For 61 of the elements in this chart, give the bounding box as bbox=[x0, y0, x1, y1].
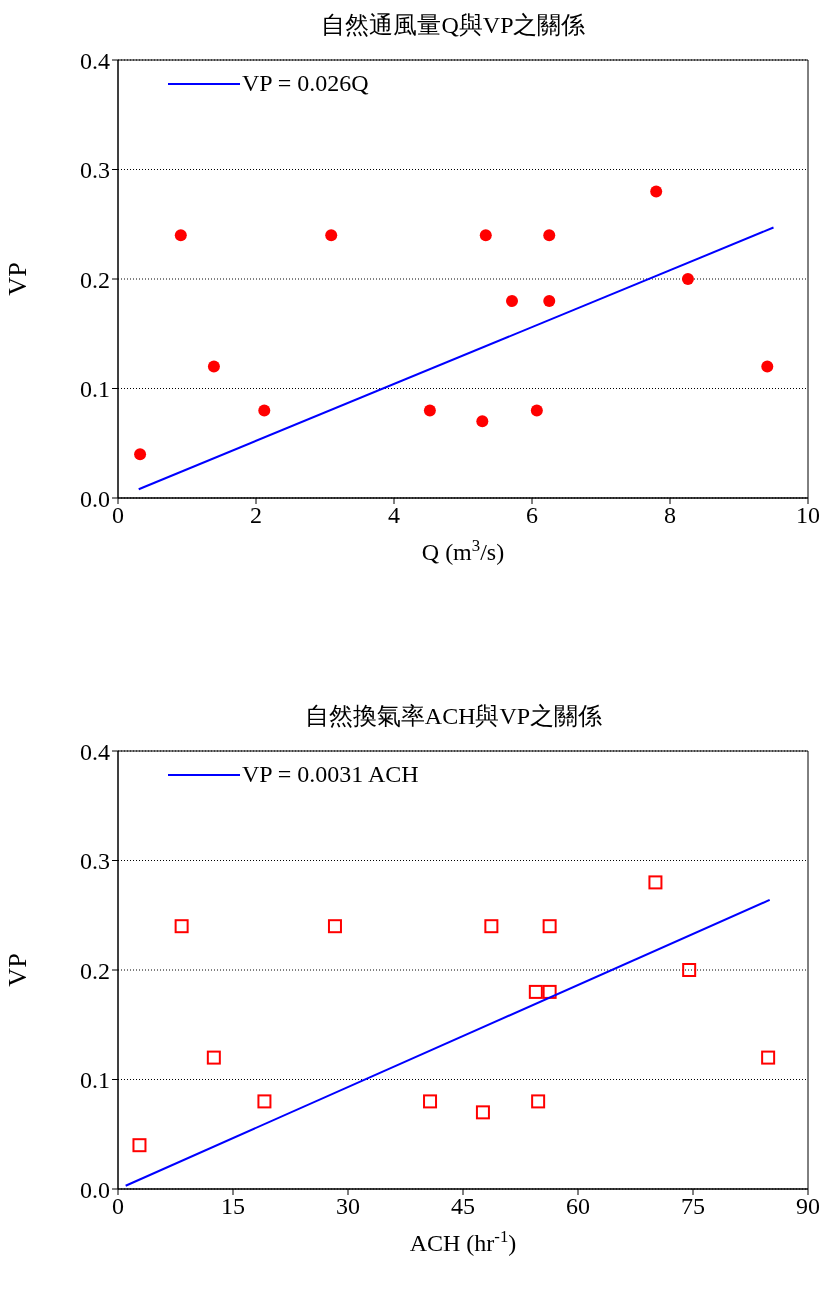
point bbox=[423, 404, 436, 417]
point bbox=[174, 229, 187, 242]
point bbox=[542, 919, 557, 934]
x-tick-label: 0 bbox=[112, 502, 124, 529]
point bbox=[542, 984, 557, 999]
x-tick-label: 90 bbox=[796, 1193, 820, 1220]
x-tick-label: 10 bbox=[796, 502, 820, 529]
x-tick-label: 2 bbox=[250, 502, 262, 529]
chart-title: 自然換氣率ACH與VP之關係 bbox=[303, 702, 604, 731]
point bbox=[207, 360, 220, 373]
point bbox=[484, 919, 499, 934]
y-axis-title: VP bbox=[3, 953, 32, 987]
point bbox=[761, 1050, 776, 1065]
legend-label: VP = 0.026Q bbox=[242, 70, 369, 97]
y-tick-label: 0.4 bbox=[80, 738, 110, 765]
point bbox=[543, 294, 556, 307]
x-tick-label: 4 bbox=[388, 502, 400, 529]
x-tick-label: 45 bbox=[451, 1193, 475, 1220]
point bbox=[531, 1094, 546, 1109]
point bbox=[325, 229, 338, 242]
point bbox=[475, 1105, 490, 1120]
x-tick-label: 15 bbox=[221, 1193, 245, 1220]
y-tick-label: 0.0 bbox=[80, 1176, 110, 1203]
legend-label: VP = 0.0031 ACH bbox=[242, 761, 419, 788]
point bbox=[327, 919, 342, 934]
point bbox=[174, 919, 189, 934]
y-tick-label: 0.0 bbox=[80, 485, 110, 512]
x-tick-label: 8 bbox=[664, 502, 676, 529]
x-tick-label: 30 bbox=[336, 1193, 360, 1220]
point bbox=[528, 984, 543, 999]
y-tick-label: 0.2 bbox=[80, 266, 110, 293]
x-tick-label: 0 bbox=[112, 1193, 124, 1220]
y-tick-label: 0.2 bbox=[80, 957, 110, 984]
x-axis-title: Q (m$^{3}$/s) bbox=[421, 535, 505, 565]
point bbox=[258, 404, 271, 417]
point bbox=[257, 1094, 272, 1109]
point bbox=[505, 294, 518, 307]
x-tick-label: 6 bbox=[526, 502, 538, 529]
point bbox=[134, 448, 147, 461]
point bbox=[648, 875, 663, 890]
y-tick-label: 0.4 bbox=[80, 47, 110, 74]
point bbox=[650, 185, 663, 198]
y-axis-title: VP bbox=[3, 262, 32, 296]
point bbox=[423, 1094, 438, 1109]
point bbox=[681, 273, 694, 285]
point bbox=[682, 963, 697, 977]
y-tick-label: 0.3 bbox=[80, 848, 110, 875]
point bbox=[476, 415, 489, 428]
point bbox=[206, 1050, 221, 1065]
x-tick-label: 60 bbox=[566, 1193, 590, 1220]
point bbox=[479, 229, 492, 242]
x-axis-title: ACH (hr$^{-1}$) bbox=[409, 1226, 517, 1256]
y-tick-label: 0.3 bbox=[80, 157, 110, 184]
chart-title: 自然通風量Q與VP之關係 bbox=[320, 11, 587, 40]
y-tick-label: 0.1 bbox=[80, 1067, 110, 1094]
point bbox=[530, 404, 543, 417]
point bbox=[132, 1138, 147, 1153]
point bbox=[761, 360, 774, 373]
x-tick-label: 75 bbox=[681, 1193, 705, 1220]
y-tick-label: 0.1 bbox=[80, 376, 110, 403]
point bbox=[543, 229, 556, 242]
